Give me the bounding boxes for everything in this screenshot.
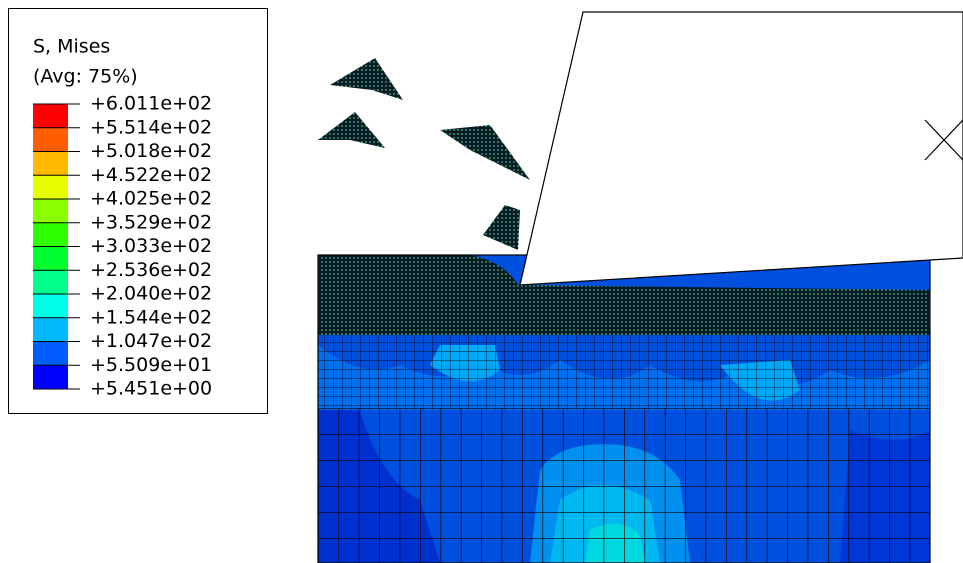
legend-label: +3.033e+02: [90, 235, 212, 257]
legend-color-band: [33, 294, 68, 318]
legend-label: +3.529e+02: [90, 211, 212, 233]
legend-label: +1.047e+02: [90, 330, 212, 352]
legend-label: +2.040e+02: [90, 283, 212, 305]
legend-color-band: [33, 365, 68, 389]
legend-label: +5.451e+00: [90, 378, 212, 400]
legend-color-band: [33, 152, 68, 176]
legend-label: +6.011e+02: [90, 93, 212, 115]
legend-title: S, Mises: [33, 36, 110, 58]
tool: [520, 12, 963, 285]
legend-label: +4.522e+02: [90, 164, 212, 186]
chips: [318, 58, 530, 250]
legend-color-band: [33, 175, 68, 199]
legend-color-band: [33, 270, 68, 294]
legend-label: +5.509e+01: [90, 354, 212, 376]
legend-color-band: [33, 342, 68, 366]
viewport: S, Mises (Avg: 75%) +6.011e+02+5.514e+02…: [0, 0, 963, 563]
workpiece: [318, 255, 930, 563]
legend-label: +1.544e+02: [90, 306, 212, 328]
legend-color-band: [33, 223, 68, 247]
legend-color-band: [33, 128, 68, 152]
legend-color-band: [33, 199, 68, 223]
legend-color-band: [33, 247, 68, 271]
legend-color-band: [33, 318, 68, 342]
legend-label: +5.018e+02: [90, 140, 212, 162]
legend-label: +2.536e+02: [90, 259, 212, 281]
legend-label: +4.025e+02: [90, 188, 212, 210]
legend-color-band: [33, 104, 68, 128]
legend-label: +5.514e+02: [90, 116, 212, 138]
legend-subtitle: (Avg: 75%): [33, 66, 138, 88]
